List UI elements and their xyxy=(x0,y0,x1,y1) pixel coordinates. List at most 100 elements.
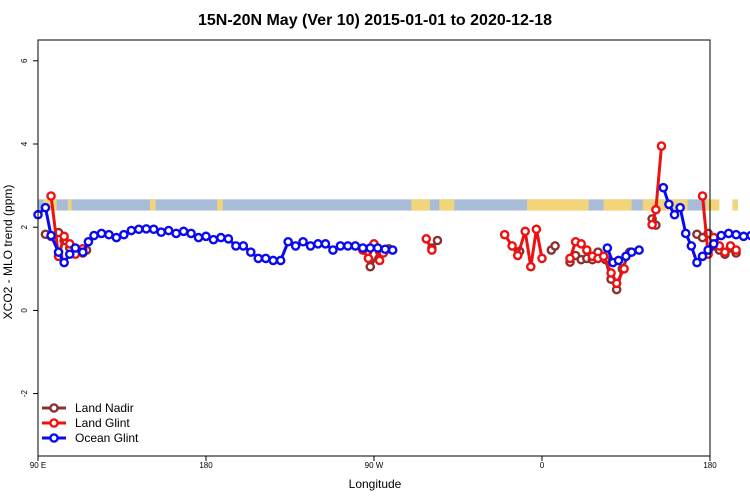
data-point xyxy=(260,253,271,264)
data-point xyxy=(550,241,560,251)
series-layer xyxy=(33,141,750,295)
legend-swatch-marker xyxy=(49,433,59,443)
data-point xyxy=(606,268,616,278)
land-patch xyxy=(67,199,72,211)
data-point xyxy=(313,239,323,249)
data-point xyxy=(669,209,680,220)
x-tick-label: 180 xyxy=(703,461,717,470)
y-tick-label: 0 xyxy=(20,308,29,313)
legend-swatch-marker xyxy=(49,403,59,413)
chart-title: 15N-20N May (Ver 10) 2015-01-01 to 2020-… xyxy=(198,12,552,29)
data-point xyxy=(716,230,727,241)
data-point xyxy=(582,245,592,255)
legend-label: Land Glint xyxy=(75,416,130,430)
data-point xyxy=(59,231,69,242)
y-axis-label: XCO2 - MLO trend (ppm) xyxy=(1,185,15,320)
data-point xyxy=(238,241,249,251)
data-point xyxy=(602,243,613,253)
data-point xyxy=(96,228,107,239)
data-point xyxy=(565,253,575,264)
data-point xyxy=(357,243,368,253)
ocean-band xyxy=(38,199,710,211)
data-point xyxy=(697,191,708,201)
x-axis-ticks: 90 E 180 90 W 0 180 xyxy=(30,456,717,470)
data-point xyxy=(53,247,64,257)
data-point xyxy=(611,278,622,289)
data-point xyxy=(658,182,669,193)
data-point xyxy=(731,229,741,240)
y-tick-label: 4 xyxy=(20,141,29,146)
data-point xyxy=(335,241,346,251)
data-point xyxy=(499,229,510,240)
data-point xyxy=(156,227,166,237)
land-ocean-band xyxy=(38,199,738,211)
data-point xyxy=(526,261,536,272)
legend-swatch-marker xyxy=(49,418,59,428)
data-point xyxy=(148,224,159,235)
data-point xyxy=(78,247,88,257)
data-point xyxy=(223,234,234,244)
data-point xyxy=(427,245,437,255)
y-tick-label: -2 xyxy=(20,389,29,397)
legend-label: Ocean Glint xyxy=(75,431,139,445)
data-point xyxy=(283,236,293,247)
data-point xyxy=(40,202,51,213)
land-patch xyxy=(603,199,632,211)
x-tick-label: 180 xyxy=(199,461,213,470)
data-point xyxy=(372,243,383,253)
data-point xyxy=(507,241,517,251)
data-point xyxy=(231,241,241,251)
data-point xyxy=(365,243,376,253)
data-point xyxy=(613,255,624,266)
data-point xyxy=(104,229,114,240)
land-patch xyxy=(439,199,455,211)
data-point xyxy=(647,219,657,230)
data-point xyxy=(708,239,719,249)
legend-label: Land Nadir xyxy=(75,401,134,415)
data-point xyxy=(298,236,308,247)
series-ocean-glint xyxy=(33,182,750,268)
data-point xyxy=(83,236,94,247)
data-point xyxy=(634,245,644,255)
data-point xyxy=(111,232,122,243)
data-point xyxy=(343,241,353,251)
data-point xyxy=(275,255,286,266)
data-point xyxy=(46,230,56,241)
data-point xyxy=(126,225,137,236)
data-point xyxy=(64,249,75,260)
data-point xyxy=(432,235,443,246)
data-point xyxy=(664,199,674,210)
data-point xyxy=(178,226,189,237)
data-point xyxy=(89,230,99,241)
data-point xyxy=(201,231,211,242)
x-tick-label: 90 W xyxy=(365,461,384,470)
land-patch xyxy=(150,199,156,211)
data-point xyxy=(305,241,316,251)
data-point xyxy=(576,239,587,249)
land-patch xyxy=(43,199,57,211)
data-point xyxy=(720,247,730,257)
data-point xyxy=(680,228,691,239)
data-point xyxy=(656,141,667,151)
x-tick-label: 90 E xyxy=(30,461,46,470)
data-point xyxy=(133,224,144,235)
data-point xyxy=(598,251,609,262)
data-point xyxy=(46,191,56,201)
data-point xyxy=(186,228,196,239)
series-land-glint xyxy=(46,141,741,289)
data-point xyxy=(208,234,219,245)
data-point xyxy=(363,253,374,264)
legend-item: Ocean Glint xyxy=(42,431,139,445)
data-point xyxy=(350,241,361,251)
data-point xyxy=(697,251,708,262)
data-point xyxy=(171,228,181,239)
y-tick-label: 2 xyxy=(20,224,29,229)
data-point xyxy=(675,202,685,213)
data-point xyxy=(738,231,749,242)
data-point xyxy=(512,250,523,261)
land-patch xyxy=(411,199,430,211)
data-point xyxy=(537,253,547,264)
data-point xyxy=(626,247,637,257)
